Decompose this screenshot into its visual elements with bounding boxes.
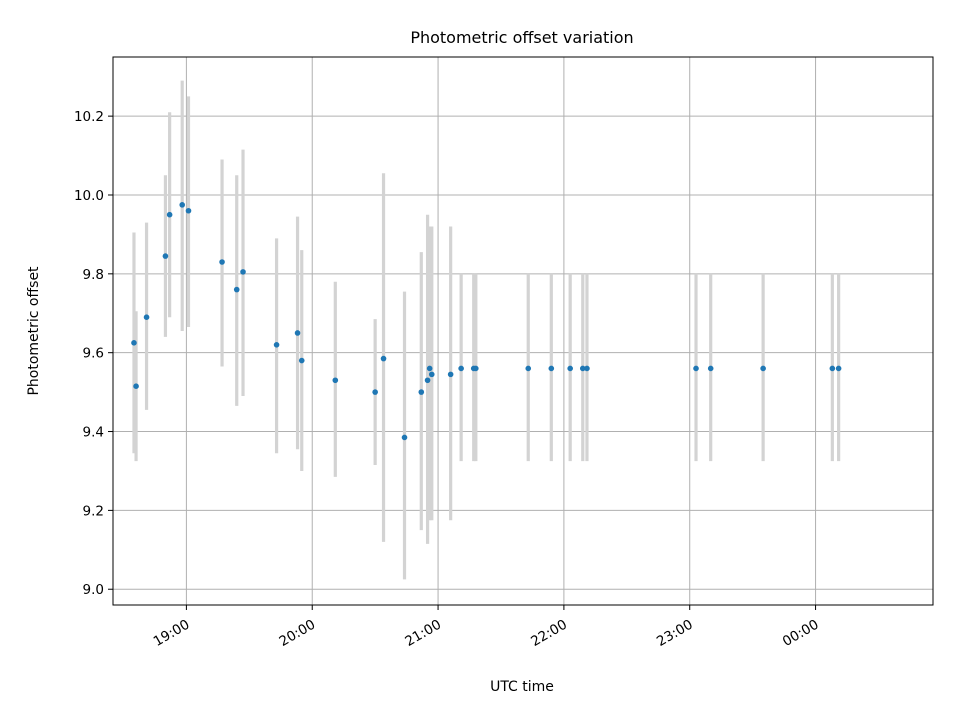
data-point [143, 314, 150, 321]
data-point [473, 365, 479, 372]
y-tick-label: 9.4 [83, 425, 104, 441]
data-point [273, 341, 280, 348]
chart-title: Photometric offset variation [410, 28, 633, 47]
y-tick-label: 10.0 [74, 188, 104, 204]
data-point [579, 365, 586, 372]
data-point [332, 377, 339, 384]
x-tick-label: 19:00 [151, 617, 193, 650]
data-point [380, 355, 387, 362]
data-point [428, 371, 435, 378]
data-point [294, 330, 301, 336]
data-point [447, 371, 454, 378]
data-point [424, 377, 431, 384]
data-point [458, 365, 464, 372]
y-tick-label: 9.8 [83, 267, 104, 283]
data-point [835, 365, 842, 372]
x-tick-label: 22:00 [528, 617, 570, 650]
data-point [584, 365, 590, 372]
x-tick-label: 20:00 [277, 617, 319, 650]
x-tick-label: 00:00 [780, 617, 822, 650]
errorbar-layer [132, 80, 841, 580]
y-tick-label: 10.2 [74, 109, 104, 125]
data-point [567, 365, 573, 372]
data-point [166, 211, 173, 218]
y-tick-label: 9.6 [83, 346, 104, 362]
x-axis-ticks: 19:00 20:00 21:00 22:00 23:00 00:00 [151, 605, 822, 650]
data-point [185, 207, 192, 214]
data-point [401, 434, 408, 441]
y-axis-ticks: 9.0 9.2 9.4 9.6 9.8 10.0 10.2 [74, 109, 113, 598]
data-point [131, 340, 137, 346]
data-point [693, 365, 699, 372]
grid-layer [113, 57, 933, 605]
x-axis-label: UTC time [490, 679, 554, 695]
data-point [548, 365, 555, 372]
x-tick-label: 21:00 [402, 617, 444, 650]
data-point [240, 269, 246, 275]
data-point [298, 357, 305, 364]
data-point [707, 365, 714, 372]
data-point [418, 389, 425, 395]
data-point [179, 202, 186, 208]
y-tick-label: 9.2 [83, 503, 104, 519]
data-point [133, 383, 139, 389]
y-axis-label: Photometric offset [26, 266, 42, 396]
plot-area-frame [112, 56, 934, 606]
data-point [162, 253, 169, 259]
data-point [525, 365, 532, 372]
y-tick-label: 9.0 [83, 582, 104, 598]
data-point [372, 389, 378, 395]
data-point [219, 259, 225, 265]
data-point [829, 365, 836, 372]
data-point [760, 365, 766, 372]
data-point [426, 365, 433, 372]
x-tick-label: 23:00 [654, 617, 696, 650]
point-layer [131, 202, 842, 441]
data-point [233, 286, 240, 293]
